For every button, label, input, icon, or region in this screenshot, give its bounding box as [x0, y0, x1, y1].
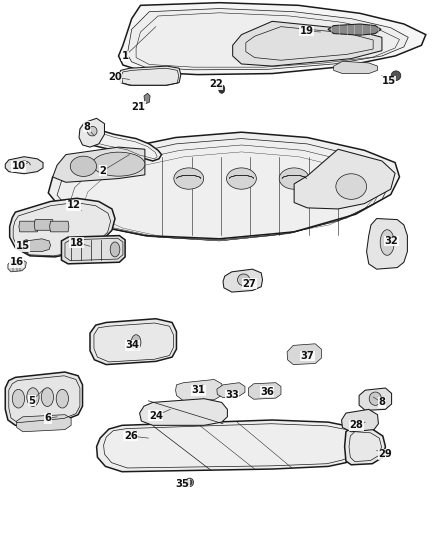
Text: 20: 20: [108, 72, 122, 82]
Polygon shape: [17, 415, 71, 432]
Text: 22: 22: [208, 79, 223, 89]
Ellipse shape: [185, 478, 193, 487]
Text: 37: 37: [300, 351, 314, 361]
Text: 29: 29: [378, 449, 392, 459]
Polygon shape: [5, 372, 82, 425]
Text: 8: 8: [83, 122, 90, 132]
Polygon shape: [53, 147, 145, 182]
Polygon shape: [344, 427, 385, 465]
Polygon shape: [223, 269, 262, 292]
Text: 36: 36: [259, 387, 273, 397]
Polygon shape: [139, 399, 227, 425]
Ellipse shape: [218, 85, 224, 93]
Polygon shape: [49, 221, 69, 232]
Ellipse shape: [173, 168, 203, 189]
Text: 16: 16: [10, 257, 24, 267]
Text: 26: 26: [124, 431, 138, 441]
Polygon shape: [34, 220, 53, 230]
Text: 15: 15: [16, 241, 30, 251]
Polygon shape: [293, 149, 394, 209]
Polygon shape: [327, 24, 380, 35]
Ellipse shape: [390, 71, 400, 80]
Text: 21: 21: [131, 102, 145, 111]
Ellipse shape: [335, 174, 366, 199]
Polygon shape: [366, 219, 406, 269]
Ellipse shape: [187, 480, 191, 485]
Polygon shape: [96, 420, 363, 472]
Polygon shape: [358, 388, 391, 410]
Polygon shape: [8, 260, 26, 272]
Ellipse shape: [368, 392, 381, 405]
Polygon shape: [175, 379, 223, 401]
Text: 1: 1: [121, 51, 128, 61]
Text: 35: 35: [175, 479, 189, 489]
Text: 28: 28: [349, 421, 363, 430]
Polygon shape: [341, 409, 378, 432]
Ellipse shape: [92, 152, 145, 176]
Polygon shape: [82, 128, 161, 161]
Text: 31: 31: [191, 385, 205, 395]
Text: 12: 12: [67, 200, 81, 210]
Text: 2: 2: [99, 166, 106, 175]
Polygon shape: [21, 239, 50, 252]
Ellipse shape: [56, 389, 68, 408]
Text: 24: 24: [148, 411, 162, 421]
Ellipse shape: [27, 388, 39, 407]
Polygon shape: [118, 66, 180, 85]
Ellipse shape: [379, 230, 393, 255]
Polygon shape: [333, 61, 377, 74]
Text: 34: 34: [125, 341, 139, 350]
Polygon shape: [48, 132, 399, 239]
Polygon shape: [144, 93, 150, 104]
Ellipse shape: [110, 242, 120, 257]
Text: 19: 19: [299, 26, 313, 36]
Polygon shape: [248, 383, 280, 399]
Ellipse shape: [279, 168, 308, 189]
Polygon shape: [10, 198, 115, 257]
Polygon shape: [61, 236, 125, 264]
Text: 5: 5: [28, 396, 35, 406]
Polygon shape: [127, 9, 407, 70]
Text: 27: 27: [242, 279, 256, 288]
Ellipse shape: [12, 389, 25, 408]
Polygon shape: [118, 3, 425, 75]
Ellipse shape: [226, 168, 256, 189]
Ellipse shape: [87, 126, 97, 136]
Ellipse shape: [131, 335, 141, 350]
Polygon shape: [286, 344, 321, 365]
Ellipse shape: [41, 388, 53, 407]
Polygon shape: [90, 319, 176, 365]
Text: 15: 15: [381, 76, 395, 86]
Text: 18: 18: [70, 238, 84, 247]
Polygon shape: [5, 157, 43, 174]
Text: 10: 10: [11, 161, 25, 171]
Polygon shape: [19, 221, 38, 232]
Text: 8: 8: [378, 398, 385, 407]
Ellipse shape: [237, 274, 249, 286]
Text: 33: 33: [224, 391, 238, 400]
Text: 32: 32: [384, 236, 398, 246]
Text: 6: 6: [45, 414, 52, 423]
Ellipse shape: [21, 240, 31, 253]
Ellipse shape: [70, 156, 96, 176]
Polygon shape: [232, 21, 381, 66]
Polygon shape: [216, 383, 244, 398]
Polygon shape: [79, 118, 104, 147]
